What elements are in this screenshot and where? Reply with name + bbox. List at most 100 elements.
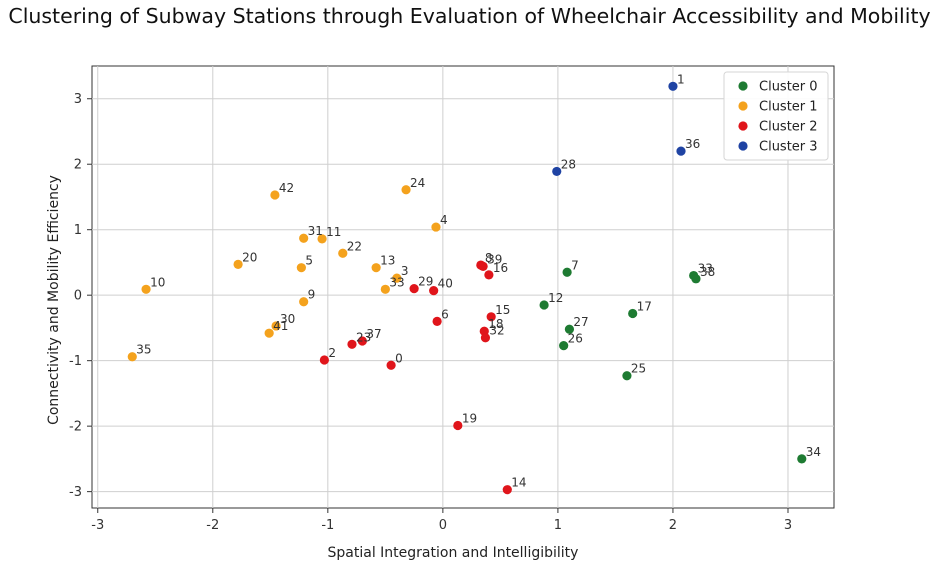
data-point: [141, 284, 151, 294]
data-point: [347, 339, 357, 349]
data-point: [338, 248, 348, 258]
point-label: 30: [280, 312, 295, 326]
data-point: [271, 321, 281, 331]
point-label: 19: [462, 411, 477, 425]
data-point: [797, 454, 807, 464]
point-label: 33: [698, 262, 713, 276]
data-point: [409, 284, 419, 294]
plot-area: [91, 65, 835, 509]
point-label: 25: [631, 362, 646, 376]
chart-title: Clustering of Subway Stations through Ev…: [8, 4, 931, 28]
legend-marker: [738, 101, 748, 111]
point-label: 15: [495, 303, 510, 317]
legend: Cluster 0 Cluster 1 Cluster 2 Cluster 3: [723, 71, 829, 161]
legend-box: [723, 71, 829, 161]
point-label: 9: [308, 288, 316, 302]
data-point: [564, 324, 575, 334]
data-point: [392, 273, 402, 283]
data-point: [233, 259, 243, 270]
data-point: [127, 352, 137, 362]
point-label: 7: [571, 258, 579, 272]
point-label: 17: [637, 300, 652, 314]
point-label: 4: [440, 213, 448, 227]
x-tick-label: -3: [91, 518, 104, 533]
data-point: [431, 222, 441, 232]
data-point: [453, 420, 463, 431]
y-tick-label: 2: [74, 158, 82, 173]
point-label: 12: [548, 291, 563, 305]
point-label: 27: [573, 315, 588, 329]
data-point: [478, 261, 488, 271]
point-label: 28: [561, 157, 576, 171]
point-label: 16: [493, 261, 508, 275]
y-tick-label: 3: [74, 92, 82, 107]
point-label: 1: [677, 72, 685, 86]
grid: [92, 66, 834, 508]
legend-marker: [738, 121, 748, 131]
legend-entry: Cluster 3: [759, 140, 818, 155]
point-label: 41: [273, 319, 288, 333]
y-tick-label: -3: [69, 485, 82, 500]
point-label: 23: [356, 330, 371, 344]
point-label: 31: [308, 224, 323, 238]
point-label: 5: [305, 254, 313, 268]
point-label: 0: [395, 351, 403, 365]
data-point: [539, 300, 549, 310]
point-label: 33: [389, 275, 404, 289]
data-point: [317, 234, 327, 244]
x-tick-label: -2: [206, 518, 219, 533]
data-point: [264, 328, 274, 338]
point-label: 29: [418, 275, 433, 289]
x-tick-label: -1: [321, 518, 334, 533]
data-point: [562, 267, 572, 277]
legend-marker: [738, 141, 748, 151]
point-label: 40: [438, 277, 453, 291]
point-label: 11: [326, 225, 341, 239]
data-point: [559, 341, 569, 351]
point-label: 37: [366, 327, 381, 341]
data-point: [486, 312, 496, 322]
data-point: [380, 284, 390, 294]
point-label: 20: [242, 250, 257, 264]
data-point: [691, 274, 701, 284]
point-label: 36: [685, 137, 700, 151]
data-point: [552, 166, 562, 177]
data-point: [319, 355, 329, 365]
point-label: 3: [401, 264, 409, 278]
data-point: [299, 297, 309, 307]
x-tick-label: 1: [554, 518, 562, 533]
x-tick-label: 2: [669, 518, 677, 533]
legend-entry: Cluster 0: [759, 80, 818, 95]
data-point: [676, 146, 686, 156]
y-tick-label: -1: [69, 354, 82, 369]
point-label: 8: [485, 251, 493, 265]
point-label: 39: [487, 252, 502, 266]
data-point: [622, 371, 632, 381]
point-label: 6: [441, 307, 449, 321]
data-point: [371, 263, 381, 273]
data-point: [668, 81, 678, 91]
x-tick-label: 0: [439, 518, 447, 533]
data-point: [480, 333, 491, 343]
y-tick-label: -2: [69, 420, 82, 435]
point-label: 34: [806, 445, 821, 459]
point-label: 24: [410, 176, 425, 190]
data-point: [502, 485, 512, 495]
y-tick-label: 0: [74, 289, 82, 304]
point-label: 10: [150, 275, 165, 289]
point-label: 18: [488, 317, 503, 331]
legend-entry: Cluster 2: [759, 120, 818, 135]
data-point: [401, 185, 411, 195]
point-label: 14: [511, 476, 526, 490]
data-point: [299, 233, 309, 243]
point-label: 32: [489, 324, 504, 338]
data-point: [296, 263, 306, 273]
data-point: [628, 308, 638, 319]
point-label: 13: [380, 254, 395, 268]
point-label: 38: [700, 265, 715, 279]
point-label: 26: [568, 332, 583, 346]
point-label: 35: [136, 343, 151, 357]
